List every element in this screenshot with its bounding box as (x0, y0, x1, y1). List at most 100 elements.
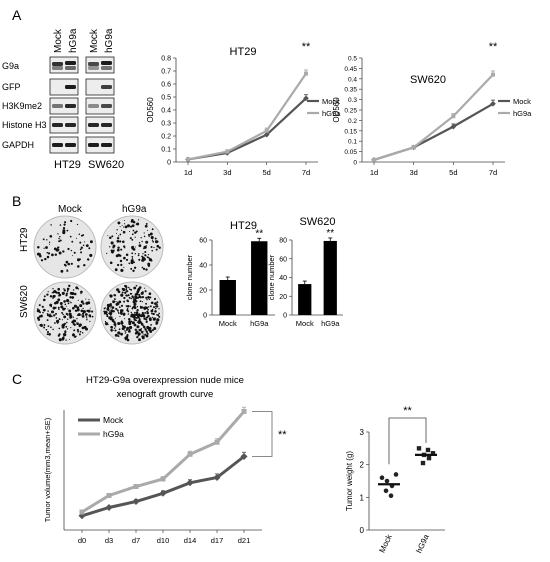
colony-dot (147, 306, 150, 308)
colony-dot (125, 258, 129, 261)
colony-dot (40, 324, 43, 327)
data-point (416, 446, 422, 451)
blot-band (52, 143, 63, 147)
colony-dot (67, 287, 70, 290)
x-tick-label: d17 (211, 536, 224, 545)
data-point (426, 455, 432, 461)
colony-dot (119, 311, 123, 314)
colony-dot (134, 253, 136, 255)
data-point (213, 473, 221, 482)
colony-dot (80, 290, 83, 294)
colony-dot (135, 284, 138, 287)
colony-dot (141, 240, 143, 243)
colony-dot (72, 333, 75, 335)
blot-band (88, 123, 99, 127)
colony-dot (152, 240, 155, 243)
colony-dot (136, 336, 139, 339)
colony-dot (141, 266, 144, 269)
y-tick-label: 0 (283, 313, 287, 320)
colony-dot (116, 239, 120, 243)
colony-dot (154, 307, 157, 310)
colony-dot (116, 309, 119, 312)
colony-dot (110, 296, 112, 298)
colony-dot (79, 330, 82, 333)
colony-dot (131, 321, 135, 325)
colony-dot (55, 291, 58, 294)
x-tick-label: 7d (489, 168, 497, 177)
colony-dot (89, 320, 91, 323)
colony-dot (150, 324, 152, 326)
colony-dot (88, 299, 90, 301)
colony-dot (135, 311, 139, 315)
panel-label-a: A (12, 7, 22, 23)
colony-dot (151, 316, 154, 319)
colony-dot (145, 318, 148, 321)
colony-dot (154, 317, 157, 320)
colony-dot (125, 288, 128, 290)
blot-band (88, 62, 99, 66)
colony-dot (52, 288, 54, 290)
colony-dot (83, 241, 85, 243)
colony-dot (36, 308, 39, 310)
colony-dot (126, 290, 129, 293)
colony-dot (140, 306, 142, 309)
colony-dot (123, 226, 125, 228)
colony-dot (82, 302, 85, 305)
data-point (490, 100, 496, 107)
blot-band (52, 62, 63, 66)
x-tick-label: d10 (157, 536, 170, 545)
colony-dot (141, 259, 143, 262)
colony-dot (115, 300, 117, 303)
colony-dot (70, 327, 72, 329)
blot-band (101, 143, 112, 147)
wb-row-label: H3K9me2 (2, 101, 42, 111)
colony-dot (118, 300, 122, 304)
colony-dot (44, 257, 47, 261)
colony-dot (67, 289, 69, 291)
y-tick-label: 0.45 (344, 66, 357, 73)
colony-dot (142, 313, 145, 316)
colony-dot (110, 328, 113, 332)
wb-row-labels: G9a GFP H3K9me2 Histone H3 GAPDH (2, 61, 47, 150)
y-tick-label: 0.2 (348, 118, 357, 125)
colony-dot (86, 317, 88, 319)
x-tick-label: d7 (132, 536, 140, 545)
colony-dot (66, 270, 69, 272)
colony-dot (54, 312, 58, 315)
colony-dot (104, 310, 108, 314)
colony-dot (46, 313, 49, 315)
colony-dot (114, 268, 118, 272)
y-tick-label: 0.25 (344, 108, 357, 115)
colony-dot (67, 263, 69, 265)
plate-row-label: HT29 (19, 227, 30, 252)
colony-dot (133, 302, 137, 306)
colony-dot (117, 221, 121, 225)
blot-strip (49, 116, 79, 134)
colony-dot (63, 263, 66, 266)
colony-dot (122, 240, 125, 244)
series-line-mock (187, 97, 307, 161)
colony-dot (147, 308, 149, 311)
y-tick-label: 0.6 (161, 82, 171, 89)
colony-dot (158, 308, 160, 310)
colony-dot (80, 251, 83, 254)
blot-band (88, 66, 99, 70)
significance-marker: ** (278, 429, 287, 441)
colony-dot (131, 293, 133, 295)
colony-dot (43, 299, 45, 301)
colony-dot (130, 315, 132, 318)
colony-dot (121, 291, 124, 294)
colony-dot (127, 304, 130, 308)
y-axis-label: OD560 (146, 97, 155, 123)
colony-dot (82, 307, 84, 310)
colony-dot (39, 254, 42, 258)
data-point (240, 452, 248, 461)
colony-dot (128, 230, 131, 232)
blot-band (88, 143, 99, 147)
blot-band (101, 66, 112, 70)
colony-dot (138, 321, 141, 324)
colony-dot (77, 265, 80, 268)
colony-dot (144, 290, 147, 293)
colony-dot (116, 229, 118, 231)
blot-band (65, 123, 76, 127)
